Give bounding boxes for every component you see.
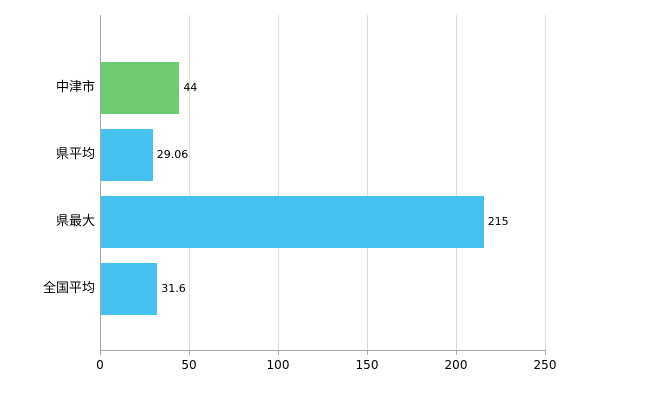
x-axis-label: 0 [96,358,104,372]
bar-value-label: 29.06 [156,148,189,161]
category-label: 県平均 [55,147,95,162]
bar [101,263,158,315]
x-axis-label: 150 [355,358,379,372]
x-axis-label: 50 [181,358,197,372]
x-axis-label: 250 [533,358,557,372]
category-label: 全国平均 [42,281,95,296]
x-axis-tick [278,350,279,355]
grid-line [189,15,190,350]
bar [101,129,153,181]
category-label: 中津市 [55,80,95,95]
grid-line [278,15,279,350]
x-axis-label: 100 [266,358,290,372]
grid-line [367,15,368,350]
bar [101,196,484,248]
bar-value-label: 44 [183,81,198,94]
x-axis-tick [100,350,101,355]
category-label: 県最大 [55,214,95,229]
grid-line [545,15,546,350]
x-axis-tick [367,350,368,355]
x-axis-tick [456,350,457,355]
bar [101,62,180,114]
x-axis-tick [189,350,190,355]
x-axis [100,350,546,351]
x-axis-label: 200 [444,358,468,372]
bar-value-label: 31.6 [161,282,186,295]
y-axis [100,15,101,350]
grid-line [456,15,457,350]
bar-value-label: 215 [487,215,509,228]
x-axis-tick [545,350,546,355]
